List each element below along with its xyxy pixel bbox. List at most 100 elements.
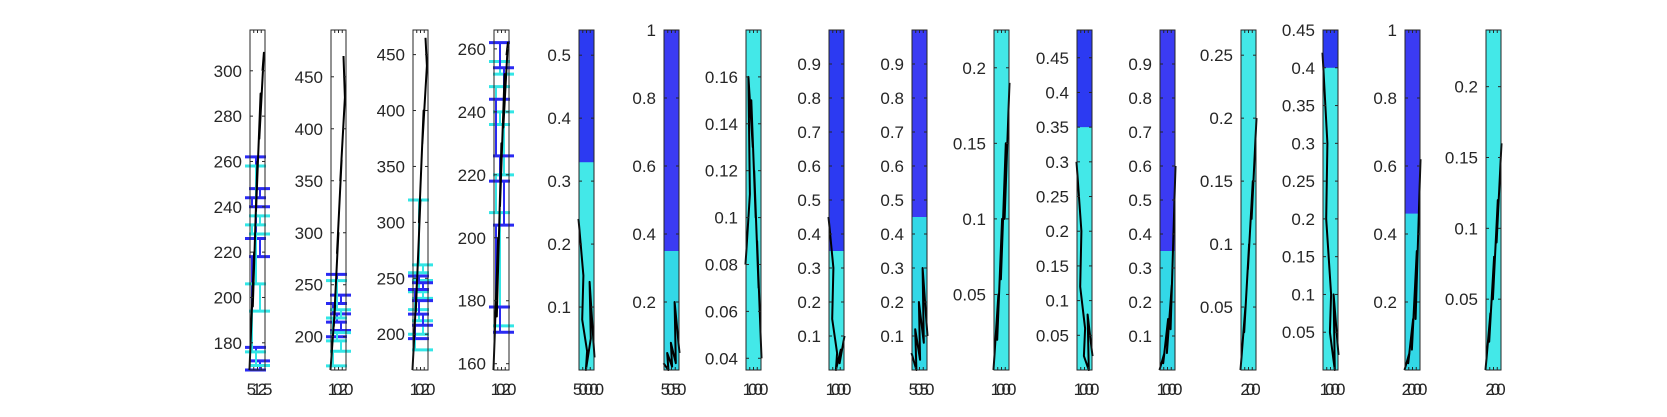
x-tick-label: 1000 xyxy=(826,380,851,399)
x-tick-label: 50000 xyxy=(573,380,604,399)
series-group xyxy=(1403,30,1422,371)
y-tick-label: 0.12 xyxy=(705,162,738,181)
subplot-5: 0.1 0.2 0.3 0.4 0.5 50000 xyxy=(547,29,608,399)
series-band-2 xyxy=(1323,30,1338,68)
y-tick-label: 0.15 xyxy=(1445,149,1478,168)
series-group xyxy=(1239,30,1258,371)
y-tick-label: 0.6 xyxy=(797,157,821,176)
y-tick-label: 0.1 xyxy=(962,210,986,229)
y-tick-label: 0.3 xyxy=(547,172,571,191)
y-tick-label: 0.8 xyxy=(1373,89,1397,108)
x-tick-label: 5050 xyxy=(909,380,934,399)
y-tick-label: 0.1 xyxy=(547,298,571,317)
series-band-2 xyxy=(1160,251,1175,370)
subplot-10: 0.05 0.1 0.15 0.2 1000 xyxy=(953,29,1020,399)
series-trace-2 xyxy=(1484,143,1503,371)
y-tick-label: 0.9 xyxy=(797,55,821,74)
y-tick-label: 0.15 xyxy=(1036,257,1069,276)
y-tick-label: 0.15 xyxy=(953,134,986,153)
x-tick-label: 1000 xyxy=(1074,380,1099,399)
y-tick-label: 0.15 xyxy=(1282,248,1315,267)
y-tick-label: 0.05 xyxy=(1282,323,1315,342)
series-band-1 xyxy=(1486,30,1501,370)
y-tick-label: 220 xyxy=(214,243,242,262)
y-tick-label: 240 xyxy=(458,103,486,122)
y-tick-label: 0.1 xyxy=(1291,285,1315,304)
y-tick-label: 260 xyxy=(214,152,242,171)
series-group xyxy=(1158,30,1177,371)
subplot-2: 200 250 300 350 400 450 1020 xyxy=(295,29,357,399)
y-tick-label: 0.6 xyxy=(880,157,904,176)
y-tick-label: 0.9 xyxy=(880,55,904,74)
x-tick-label: 1020 xyxy=(491,380,516,399)
series-band-2 xyxy=(1077,30,1092,128)
subplot-8: 0.1 0.2 0.3 0.4 0.5 0.6 0.7 0.8 0.9 1000 xyxy=(797,29,855,399)
series-band-2 xyxy=(829,30,844,251)
y-tick-label: 0.7 xyxy=(1128,123,1152,142)
y-tick-label: 0.5 xyxy=(1128,191,1152,210)
y-tick-label: 0.4 xyxy=(632,225,656,244)
y-tick-label: 0.4 xyxy=(880,225,904,244)
y-tick-label: 0.1 xyxy=(1209,235,1233,254)
y-tick-label: 0.35 xyxy=(1282,97,1315,116)
subplot-grid: 180 200 220 240 260 280 300 5125 200 250 300 350 400… xyxy=(214,21,1510,399)
y-tick-label: 0.15 xyxy=(1200,172,1233,191)
subplot-15: 0.2 0.4 0.6 0.8 1 2000 xyxy=(1373,21,1431,399)
y-tick-label: 0.3 xyxy=(880,259,904,278)
y-tick-label: 0.5 xyxy=(797,191,821,210)
y-tick-label: 0.8 xyxy=(1128,89,1152,108)
series-group xyxy=(408,37,433,371)
y-tick-label: 0.8 xyxy=(880,89,904,108)
y-tick-label: 0.7 xyxy=(880,123,904,142)
subplot-11: 0.05 0.1 0.15 0.2 0.25 0.3 0.35 0.4 0.45 1000 xyxy=(1036,29,1103,399)
y-tick-label: 0.06 xyxy=(705,302,738,321)
y-tick-label: 0.4 xyxy=(1045,83,1069,102)
y-tick-label: 0.5 xyxy=(547,46,571,65)
series-group xyxy=(577,30,596,371)
y-tick-label: 0.5 xyxy=(880,191,904,210)
series-group xyxy=(1484,30,1503,371)
y-tick-label: 0.4 xyxy=(547,109,571,128)
y-tick-label: 0.14 xyxy=(705,115,738,134)
y-tick-label: 240 xyxy=(214,198,242,217)
y-tick-label: 0.25 xyxy=(1282,172,1315,191)
series-trace-3 xyxy=(577,218,596,371)
y-tick-label: 0.16 xyxy=(705,68,738,87)
series-trace-2 xyxy=(744,75,763,359)
series-group xyxy=(744,30,763,370)
series-trace-2 xyxy=(1239,118,1258,371)
y-tick-label: 0.6 xyxy=(1128,157,1152,176)
y-tick-label: 280 xyxy=(214,107,242,126)
x-tick-label: 1000 xyxy=(1320,380,1345,399)
x-tick-label: 1000 xyxy=(991,380,1016,399)
subplot-4: 160 180 200 220 240 260 1020 xyxy=(458,29,520,399)
y-tick-label: 0.2 xyxy=(1291,210,1315,229)
y-tick-label: 0.7 xyxy=(797,123,821,142)
y-tick-label: 0.2 xyxy=(1373,293,1397,312)
x-tick-label: 5050 xyxy=(661,380,686,399)
series-band-1 xyxy=(1241,30,1256,370)
y-tick-label: 0.45 xyxy=(1036,49,1069,68)
y-tick-label: 200 xyxy=(377,325,405,344)
series-trace-3 xyxy=(248,51,265,371)
y-tick-label: 0.2 xyxy=(1128,293,1152,312)
y-tick-label: 250 xyxy=(295,276,323,295)
y-tick-label: 0.1 xyxy=(1454,219,1478,238)
y-tick-label: 0.8 xyxy=(797,89,821,108)
y-tick-label: 0.1 xyxy=(1128,327,1152,346)
y-tick-label: 0.3 xyxy=(797,259,821,278)
y-tick-label: 160 xyxy=(458,355,486,374)
series-group xyxy=(992,30,1011,371)
y-tick-label: 0.25 xyxy=(1200,46,1233,65)
x-tick-label: 2000 xyxy=(1402,380,1427,399)
y-tick-label: 0.4 xyxy=(1128,225,1152,244)
series-group xyxy=(827,30,846,371)
y-tick-label: 0.1 xyxy=(1045,292,1069,311)
x-tick-label: 1000 xyxy=(743,380,768,399)
y-tick-label: 200 xyxy=(458,229,486,248)
y-tick-label: 0.08 xyxy=(705,255,738,274)
subplot-7: 0.04 0.06 0.08 0.1 0.12 0.14 0.16 1000 xyxy=(705,29,772,399)
